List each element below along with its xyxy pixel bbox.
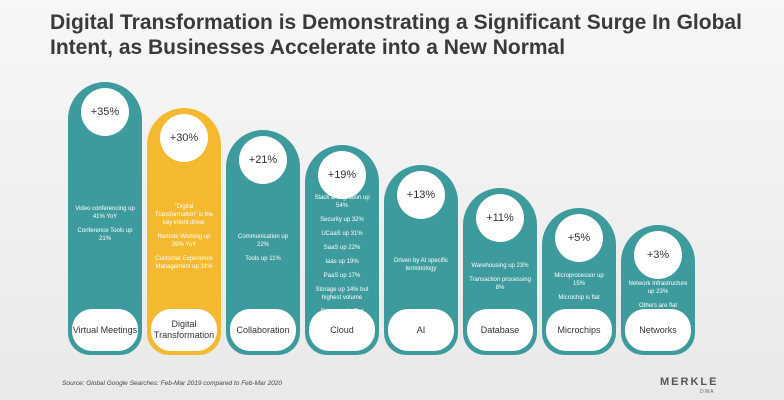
note: Conference Tools up 21%: [77, 227, 133, 242]
percent: +11%: [476, 194, 524, 242]
note: “Digital Transformation” is the key inte…: [154, 203, 214, 226]
note: Network Infrastructure up 23%: [628, 281, 688, 295]
column: +11% Warehousing up 23% Transaction proces…: [463, 188, 537, 355]
notes: Warehousing up 23% Transaction processing…: [469, 248, 531, 305]
note: Communication up 22%: [237, 233, 289, 248]
column: +35% Video conferencing up 41% YoY Confere…: [68, 82, 142, 355]
percent: +19%: [318, 151, 366, 199]
note: Remote Working up 39% YoY: [157, 233, 211, 248]
note: Transaction processing 8%: [469, 276, 531, 291]
column-label: Microchips: [546, 309, 612, 351]
percent: +35%: [81, 88, 129, 136]
note: Storage up 14% but highest volume: [315, 287, 369, 301]
column-label: Virtual Meetings: [72, 309, 138, 351]
column-label: Database: [467, 309, 533, 351]
title: Digital Transformation is Demonstrating …: [50, 11, 742, 59]
note: Customer Experience Management up 31%: [155, 255, 213, 270]
percent: +13%: [397, 171, 445, 219]
note: PaaS up 17%: [323, 273, 361, 279]
notes: Microprocessor up 15% Microchip is flat: [548, 268, 610, 305]
note: Microchip is flat: [558, 294, 600, 301]
note: Driven by AI specific terminology: [393, 258, 449, 272]
notes: “Digital Transformation” is the key inte…: [153, 168, 215, 305]
note: Stack & Migration up 54%: [314, 195, 370, 209]
column: +30% “Digital Transformation” is the key …: [147, 108, 221, 355]
percent: +21%: [239, 136, 287, 184]
column: +21% Communication up 22% Tools up 11% Coll…: [226, 130, 300, 355]
source: Source: Global Google Searches: Feb-Mar …: [62, 380, 283, 387]
percent: +3%: [634, 231, 682, 279]
notes: Video conferencing up 41% YoY Conference …: [74, 142, 136, 305]
notes: Driven by AI specific terminology: [390, 225, 452, 305]
column: +3% Network Infrastructure up 23% Others a…: [621, 225, 695, 355]
note: Others are flat: [638, 303, 677, 309]
percent: +5%: [555, 214, 603, 262]
note: Tools up 11%: [245, 255, 281, 262]
note: Microprocessor up 15%: [554, 272, 604, 287]
note: Iaas up 19%: [325, 259, 359, 265]
logo-sub: DWA: [700, 389, 715, 395]
percent: +30%: [160, 114, 208, 162]
notes: Stack & Migration up 54% Security up 32% U…: [311, 195, 373, 315]
column: +5% Microprocessor up 15% Microchip is fla…: [542, 208, 616, 355]
note: UCaaS up 31%: [321, 231, 363, 237]
column: +19% Stack & Migration up 54% Security up …: [305, 145, 379, 355]
column-label: AI: [388, 309, 454, 351]
column-label: Collaboration: [230, 309, 296, 351]
note: Security up 32%: [320, 217, 364, 223]
column-label: Networks: [625, 309, 691, 351]
column-label: Digital Transformation: [151, 309, 217, 351]
note: Warehousing up 23%: [471, 262, 529, 269]
note: Video conferencing up 41% YoY: [75, 205, 135, 220]
column: +13% Driven by AI specific terminology AI: [384, 165, 458, 355]
column-label: Cloud: [309, 309, 375, 351]
notes: Communication up 22% Tools up 11%: [232, 190, 294, 305]
notes: Network Infrastructure up 23% Others are …: [627, 281, 689, 309]
logo: MERKLE: [660, 376, 719, 388]
note: SaaS up 22%: [323, 245, 361, 251]
